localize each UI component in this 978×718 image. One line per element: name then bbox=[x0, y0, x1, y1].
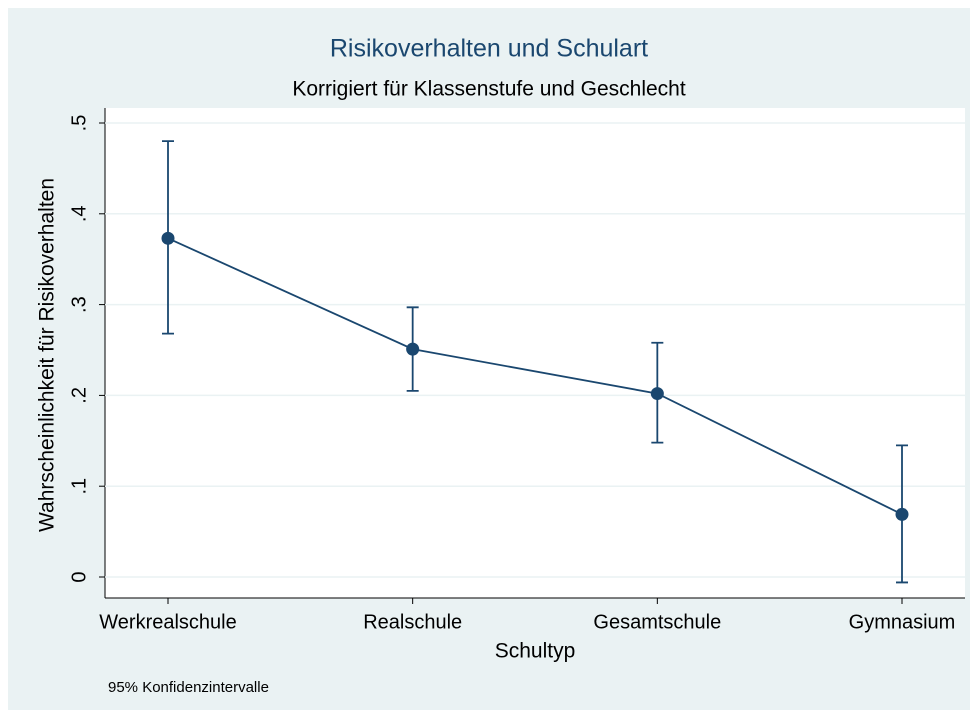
y-tick-label: .2 bbox=[68, 387, 90, 404]
plot-area bbox=[105, 108, 965, 598]
x-tick-label: Realschule bbox=[363, 611, 462, 633]
x-tick-label: Gymnasium bbox=[849, 611, 956, 633]
note: 95% Konfidenzintervalle bbox=[108, 679, 269, 696]
y-axis-label: Wahrscheinlichkeit für Risikoverhalten bbox=[36, 178, 59, 532]
point bbox=[895, 507, 909, 521]
x-tick-label: Gesamtschule bbox=[593, 611, 721, 633]
point bbox=[161, 231, 175, 245]
y-tick-label: .1 bbox=[68, 478, 90, 495]
y-tick-label: 0 bbox=[68, 571, 90, 582]
y-tick-label: .3 bbox=[68, 296, 90, 313]
point bbox=[406, 342, 420, 356]
x-axis-label: Schultyp bbox=[495, 640, 576, 663]
chart-subtitle: Korrigiert für Klassenstufe und Geschlec… bbox=[292, 78, 686, 101]
chart-title: Risikoverhalten und Schulart bbox=[330, 35, 648, 63]
y-tick-label: .4 bbox=[68, 205, 90, 222]
x-tick-label: Werkrealschule bbox=[99, 611, 236, 633]
point bbox=[650, 387, 664, 401]
line bbox=[167, 237, 903, 516]
y-tick-label: .5 bbox=[68, 115, 90, 132]
